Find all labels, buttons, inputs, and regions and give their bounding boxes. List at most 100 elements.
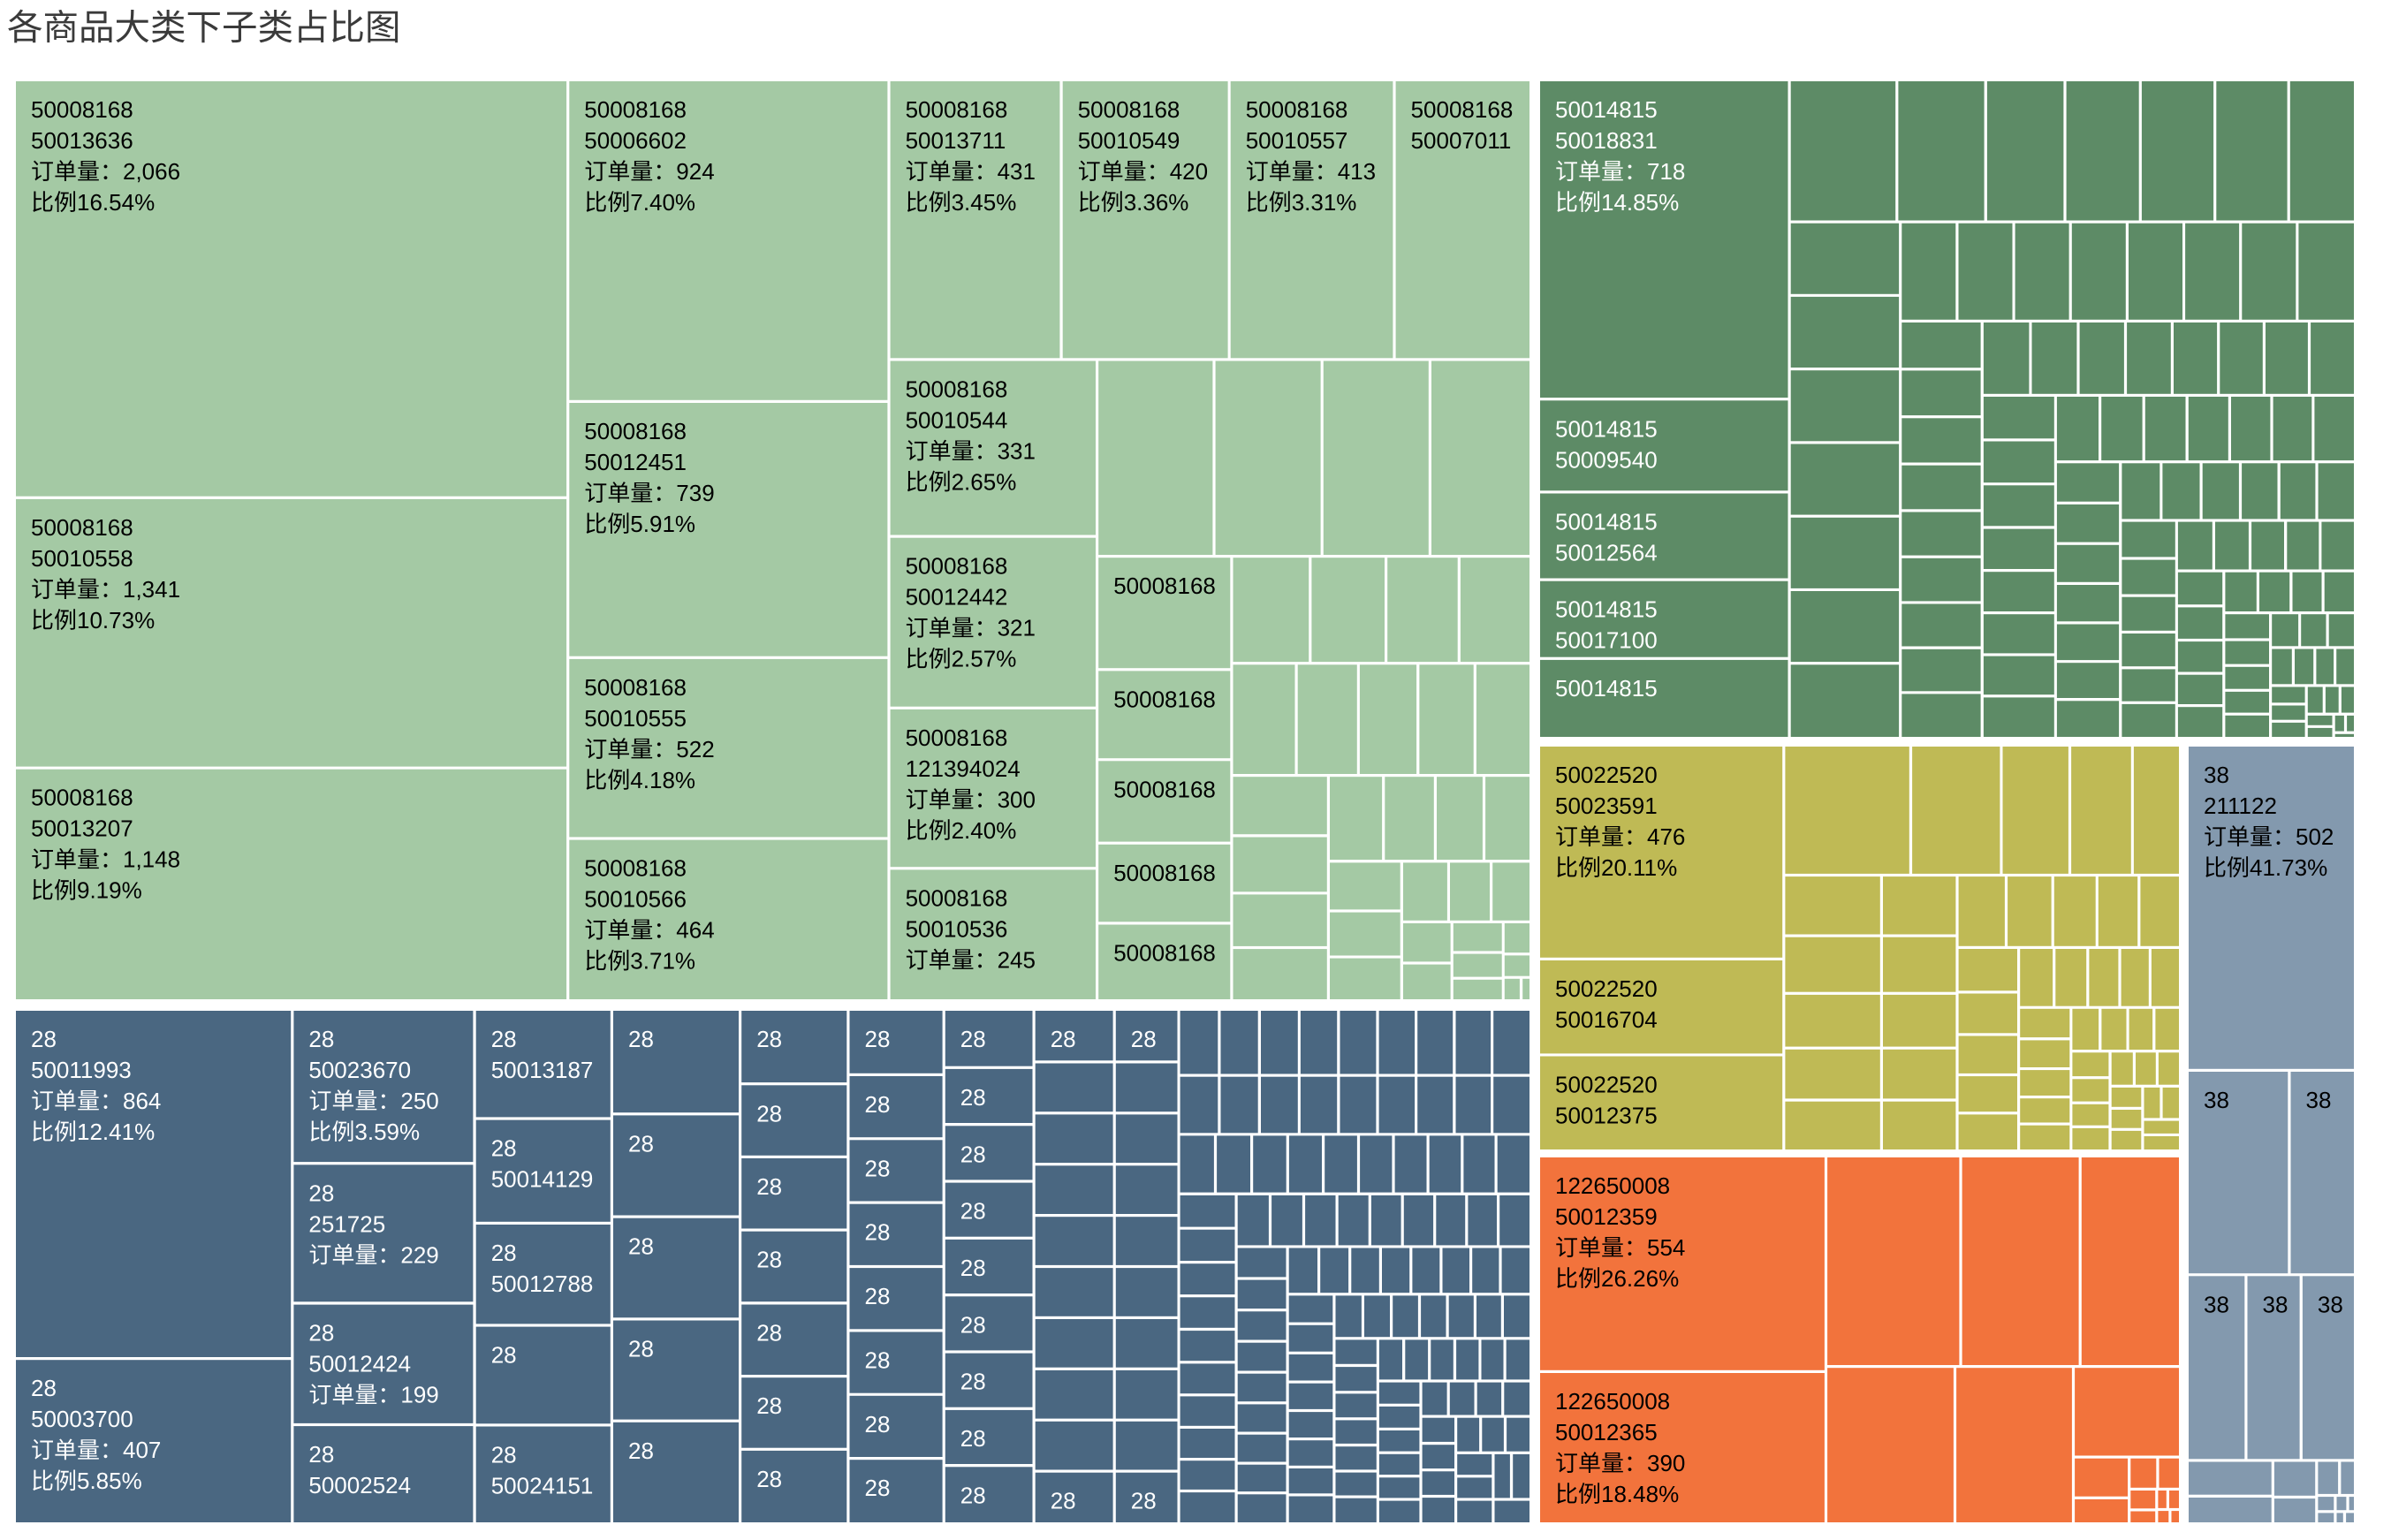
svg-text:50008168: 50008168 (1113, 860, 1216, 886)
svg-text:28: 28 (491, 1026, 517, 1052)
svg-text:251725: 251725 (308, 1210, 385, 1237)
svg-text:28: 28 (756, 1026, 782, 1052)
svg-text:5.91%: 5.91% (630, 511, 695, 537)
svg-text:28: 28 (865, 1155, 891, 1181)
svg-text:50012359: 50012359 (1555, 1203, 1658, 1230)
svg-text:50010566: 50010566 (584, 886, 687, 913)
svg-text:28: 28 (756, 1100, 782, 1127)
svg-text:28: 28 (1051, 1026, 1076, 1052)
svg-text:331: 331 (998, 438, 1036, 465)
svg-text:50012424: 50012424 (308, 1351, 411, 1377)
svg-text:28: 28 (960, 1084, 986, 1111)
svg-text:28: 28 (491, 1342, 517, 1369)
svg-text:38: 38 (2263, 1291, 2289, 1317)
svg-text:50012451: 50012451 (584, 449, 687, 475)
svg-text:28: 28 (756, 1320, 782, 1347)
svg-text:50012442: 50012442 (906, 584, 1008, 611)
svg-text:12.41%: 12.41% (77, 1119, 155, 1145)
svg-text:28: 28 (308, 1026, 334, 1052)
svg-text:28: 28 (960, 1311, 986, 1338)
svg-text:28: 28 (865, 1026, 891, 1052)
svg-text:50003700: 50003700 (31, 1406, 133, 1432)
svg-text:250: 250 (400, 1088, 438, 1114)
svg-text:50008168: 50008168 (31, 785, 133, 811)
svg-text:50013207: 50013207 (31, 816, 133, 842)
svg-text:28: 28 (628, 1026, 654, 1052)
svg-text:50008168: 50008168 (1113, 573, 1216, 599)
svg-text:28: 28 (628, 1438, 654, 1464)
svg-text:390: 390 (1647, 1450, 1685, 1476)
svg-text:50023670: 50023670 (308, 1057, 411, 1083)
svg-text:28: 28 (756, 1173, 782, 1200)
svg-text:28: 28 (756, 1392, 782, 1419)
svg-text:50010555: 50010555 (584, 705, 687, 732)
svg-text:50013187: 50013187 (491, 1057, 594, 1083)
svg-text:28: 28 (865, 1091, 891, 1118)
svg-text:522: 522 (676, 736, 714, 762)
svg-text:50014815: 50014815 (1555, 675, 1658, 702)
svg-text:50008168: 50008168 (584, 674, 687, 701)
svg-text:50016704: 50016704 (1555, 1006, 1658, 1033)
svg-text:50018831: 50018831 (1555, 127, 1658, 154)
svg-text:420: 420 (1170, 158, 1208, 185)
svg-text:476: 476 (1647, 823, 1685, 850)
svg-text:3.36%: 3.36% (1124, 189, 1189, 216)
svg-text:50008168: 50008168 (584, 96, 687, 123)
svg-text:502: 502 (2296, 823, 2334, 850)
svg-text:28: 28 (865, 1475, 891, 1501)
svg-text:38: 38 (2204, 1087, 2229, 1113)
svg-text:924: 924 (676, 158, 714, 185)
svg-text:718: 718 (1647, 158, 1685, 185)
svg-text:50006602: 50006602 (584, 127, 687, 154)
svg-text:28: 28 (491, 1442, 517, 1468)
svg-text:28: 28 (960, 1482, 986, 1508)
svg-text:28: 28 (628, 1233, 654, 1260)
svg-text:321: 321 (998, 615, 1036, 641)
svg-text:245: 245 (998, 946, 1036, 973)
svg-text:199: 199 (400, 1382, 438, 1408)
svg-text:38: 38 (2306, 1087, 2332, 1113)
svg-text:28: 28 (1051, 1488, 1076, 1514)
svg-text:2.57%: 2.57% (952, 646, 1017, 672)
svg-text:28: 28 (308, 1441, 334, 1468)
svg-text:38: 38 (2204, 1291, 2229, 1317)
svg-text:50008168: 50008168 (584, 418, 687, 444)
svg-text:50008168: 50008168 (584, 855, 687, 882)
svg-text:864: 864 (123, 1088, 161, 1114)
svg-text:10.73%: 10.73% (77, 607, 155, 633)
svg-text:2.40%: 2.40% (952, 817, 1017, 844)
svg-text:28: 28 (308, 1320, 334, 1347)
svg-text:50014129: 50014129 (491, 1166, 594, 1193)
svg-text:20.11%: 20.11% (1601, 854, 1677, 881)
svg-text:3.59%: 3.59% (354, 1119, 420, 1145)
svg-text:50008168: 50008168 (906, 884, 1008, 911)
svg-text:50024151: 50024151 (491, 1473, 594, 1499)
svg-text:4.18%: 4.18% (630, 767, 695, 793)
svg-text:50022520: 50022520 (1555, 1072, 1658, 1098)
svg-text:28: 28 (308, 1180, 334, 1206)
svg-text:50012564: 50012564 (1555, 540, 1658, 566)
svg-text:50008168: 50008168 (1078, 96, 1180, 123)
svg-text:2,066: 2,066 (123, 158, 180, 185)
svg-text:28: 28 (1131, 1026, 1157, 1052)
svg-text:28: 28 (865, 1283, 891, 1309)
svg-text:1,341: 1,341 (123, 576, 180, 603)
svg-text:28: 28 (960, 1369, 986, 1395)
svg-text:50008168: 50008168 (1113, 686, 1216, 712)
svg-text:431: 431 (998, 158, 1036, 185)
svg-text:50014815: 50014815 (1555, 509, 1658, 535)
svg-text:28: 28 (865, 1219, 891, 1246)
svg-text:3.31%: 3.31% (1292, 189, 1357, 216)
svg-text:28: 28 (960, 1198, 986, 1225)
svg-text:50022520: 50022520 (1555, 762, 1658, 788)
svg-text:38: 38 (2204, 762, 2229, 788)
svg-text:50008168: 50008168 (906, 376, 1008, 403)
svg-text:413: 413 (1338, 158, 1376, 185)
svg-text:50022520: 50022520 (1555, 975, 1658, 1002)
svg-text:300: 300 (998, 786, 1036, 813)
svg-text:28: 28 (960, 1255, 986, 1281)
svg-text:28: 28 (960, 1425, 986, 1452)
svg-text:50010549: 50010549 (1078, 127, 1180, 154)
svg-text:50013711: 50013711 (906, 127, 1006, 154)
svg-text:50007011: 50007011 (1411, 127, 1512, 154)
